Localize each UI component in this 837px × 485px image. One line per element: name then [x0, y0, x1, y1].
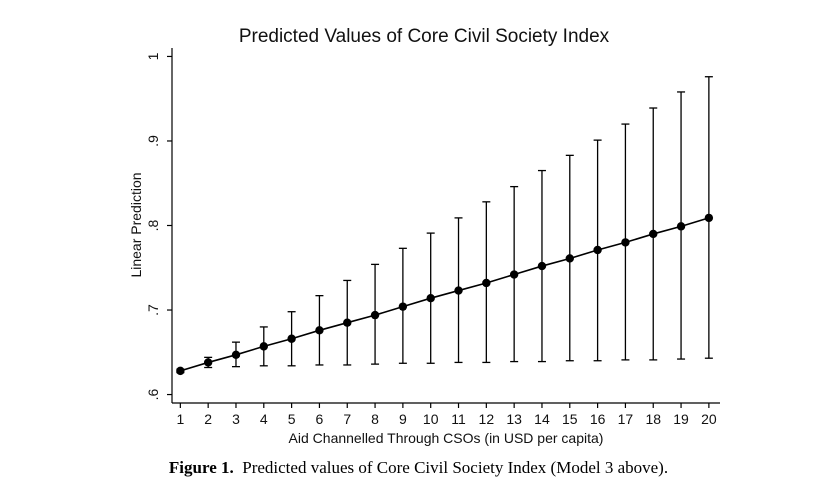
x-tick-label: 13 [506, 411, 522, 427]
x-axis-label: Aid Channelled Through CSOs (in USD per … [289, 430, 604, 446]
caption-text: Predicted values of Core Civil Society I… [242, 458, 669, 477]
x-tick-label: 8 [371, 411, 379, 427]
data-point [315, 326, 324, 335]
data-point [176, 366, 185, 376]
data-point [259, 342, 268, 351]
figure-caption: Figure 1. Predicted values of Core Civil… [0, 458, 837, 478]
x-tick-label: 7 [343, 411, 351, 427]
y-axis-label: Linear Prediction [128, 172, 144, 277]
x-tick-label: 15 [562, 411, 578, 427]
data-point [343, 318, 352, 327]
prediction-line [180, 217, 710, 372]
data-point [482, 278, 491, 288]
data-point [454, 286, 463, 295]
x-tick-label: 20 [701, 411, 717, 427]
x-tick-label: 19 [673, 411, 689, 427]
y-tick-label: .7 [145, 304, 161, 316]
x-tick-label: 11 [451, 411, 466, 427]
data-point [370, 310, 380, 320]
x-tick-label: 16 [590, 411, 606, 427]
x-tick-label: 1 [176, 411, 184, 427]
x-tick-label: 17 [618, 411, 634, 427]
x-tick-label: 2 [204, 411, 212, 427]
data-point [287, 334, 296, 343]
x-tick-label: 9 [399, 411, 407, 427]
x-tick-label: 6 [316, 411, 324, 427]
y-tick-label: .8 [145, 219, 161, 231]
x-tick-label: 12 [479, 411, 495, 427]
data-point [565, 254, 574, 263]
data-point [537, 261, 547, 271]
data-point [231, 350, 241, 360]
predicted-values-chart: Predicted Values of Core Civil Society I… [128, 26, 720, 446]
data-point [621, 238, 630, 247]
data-point [426, 293, 435, 303]
y-tick-label: 1 [145, 52, 161, 60]
data-points [176, 213, 714, 376]
y-tick-label: .6 [145, 389, 161, 401]
data-point [593, 245, 602, 255]
y-tick-label: .9 [145, 135, 161, 147]
data-point [203, 358, 213, 367]
x-tick-label: 14 [534, 411, 550, 427]
x-tick-label: 18 [645, 411, 661, 427]
error-bars [176, 76, 713, 374]
x-ticks: 1 2 3 4 5 6 7 8 9 10 11 12 13 14 15 16 17 18 19 20 [176, 403, 717, 427]
caption-label: Figure 1. [168, 458, 234, 477]
x-tick-label: 10 [423, 411, 439, 427]
x-tick-label: 4 [260, 411, 268, 427]
data-point [649, 229, 658, 239]
x-tick-label: 3 [232, 411, 240, 427]
prediction-line-group [180, 217, 710, 372]
y-ticks: .6 .7 .8 .9 1 [145, 52, 172, 400]
chart-title: Predicted Values of Core Civil Society I… [239, 26, 610, 47]
data-point [704, 213, 714, 223]
data-point [676, 222, 686, 231]
x-tick-label: 5 [288, 411, 296, 427]
data-point [509, 270, 519, 279]
data-point [398, 302, 408, 311]
